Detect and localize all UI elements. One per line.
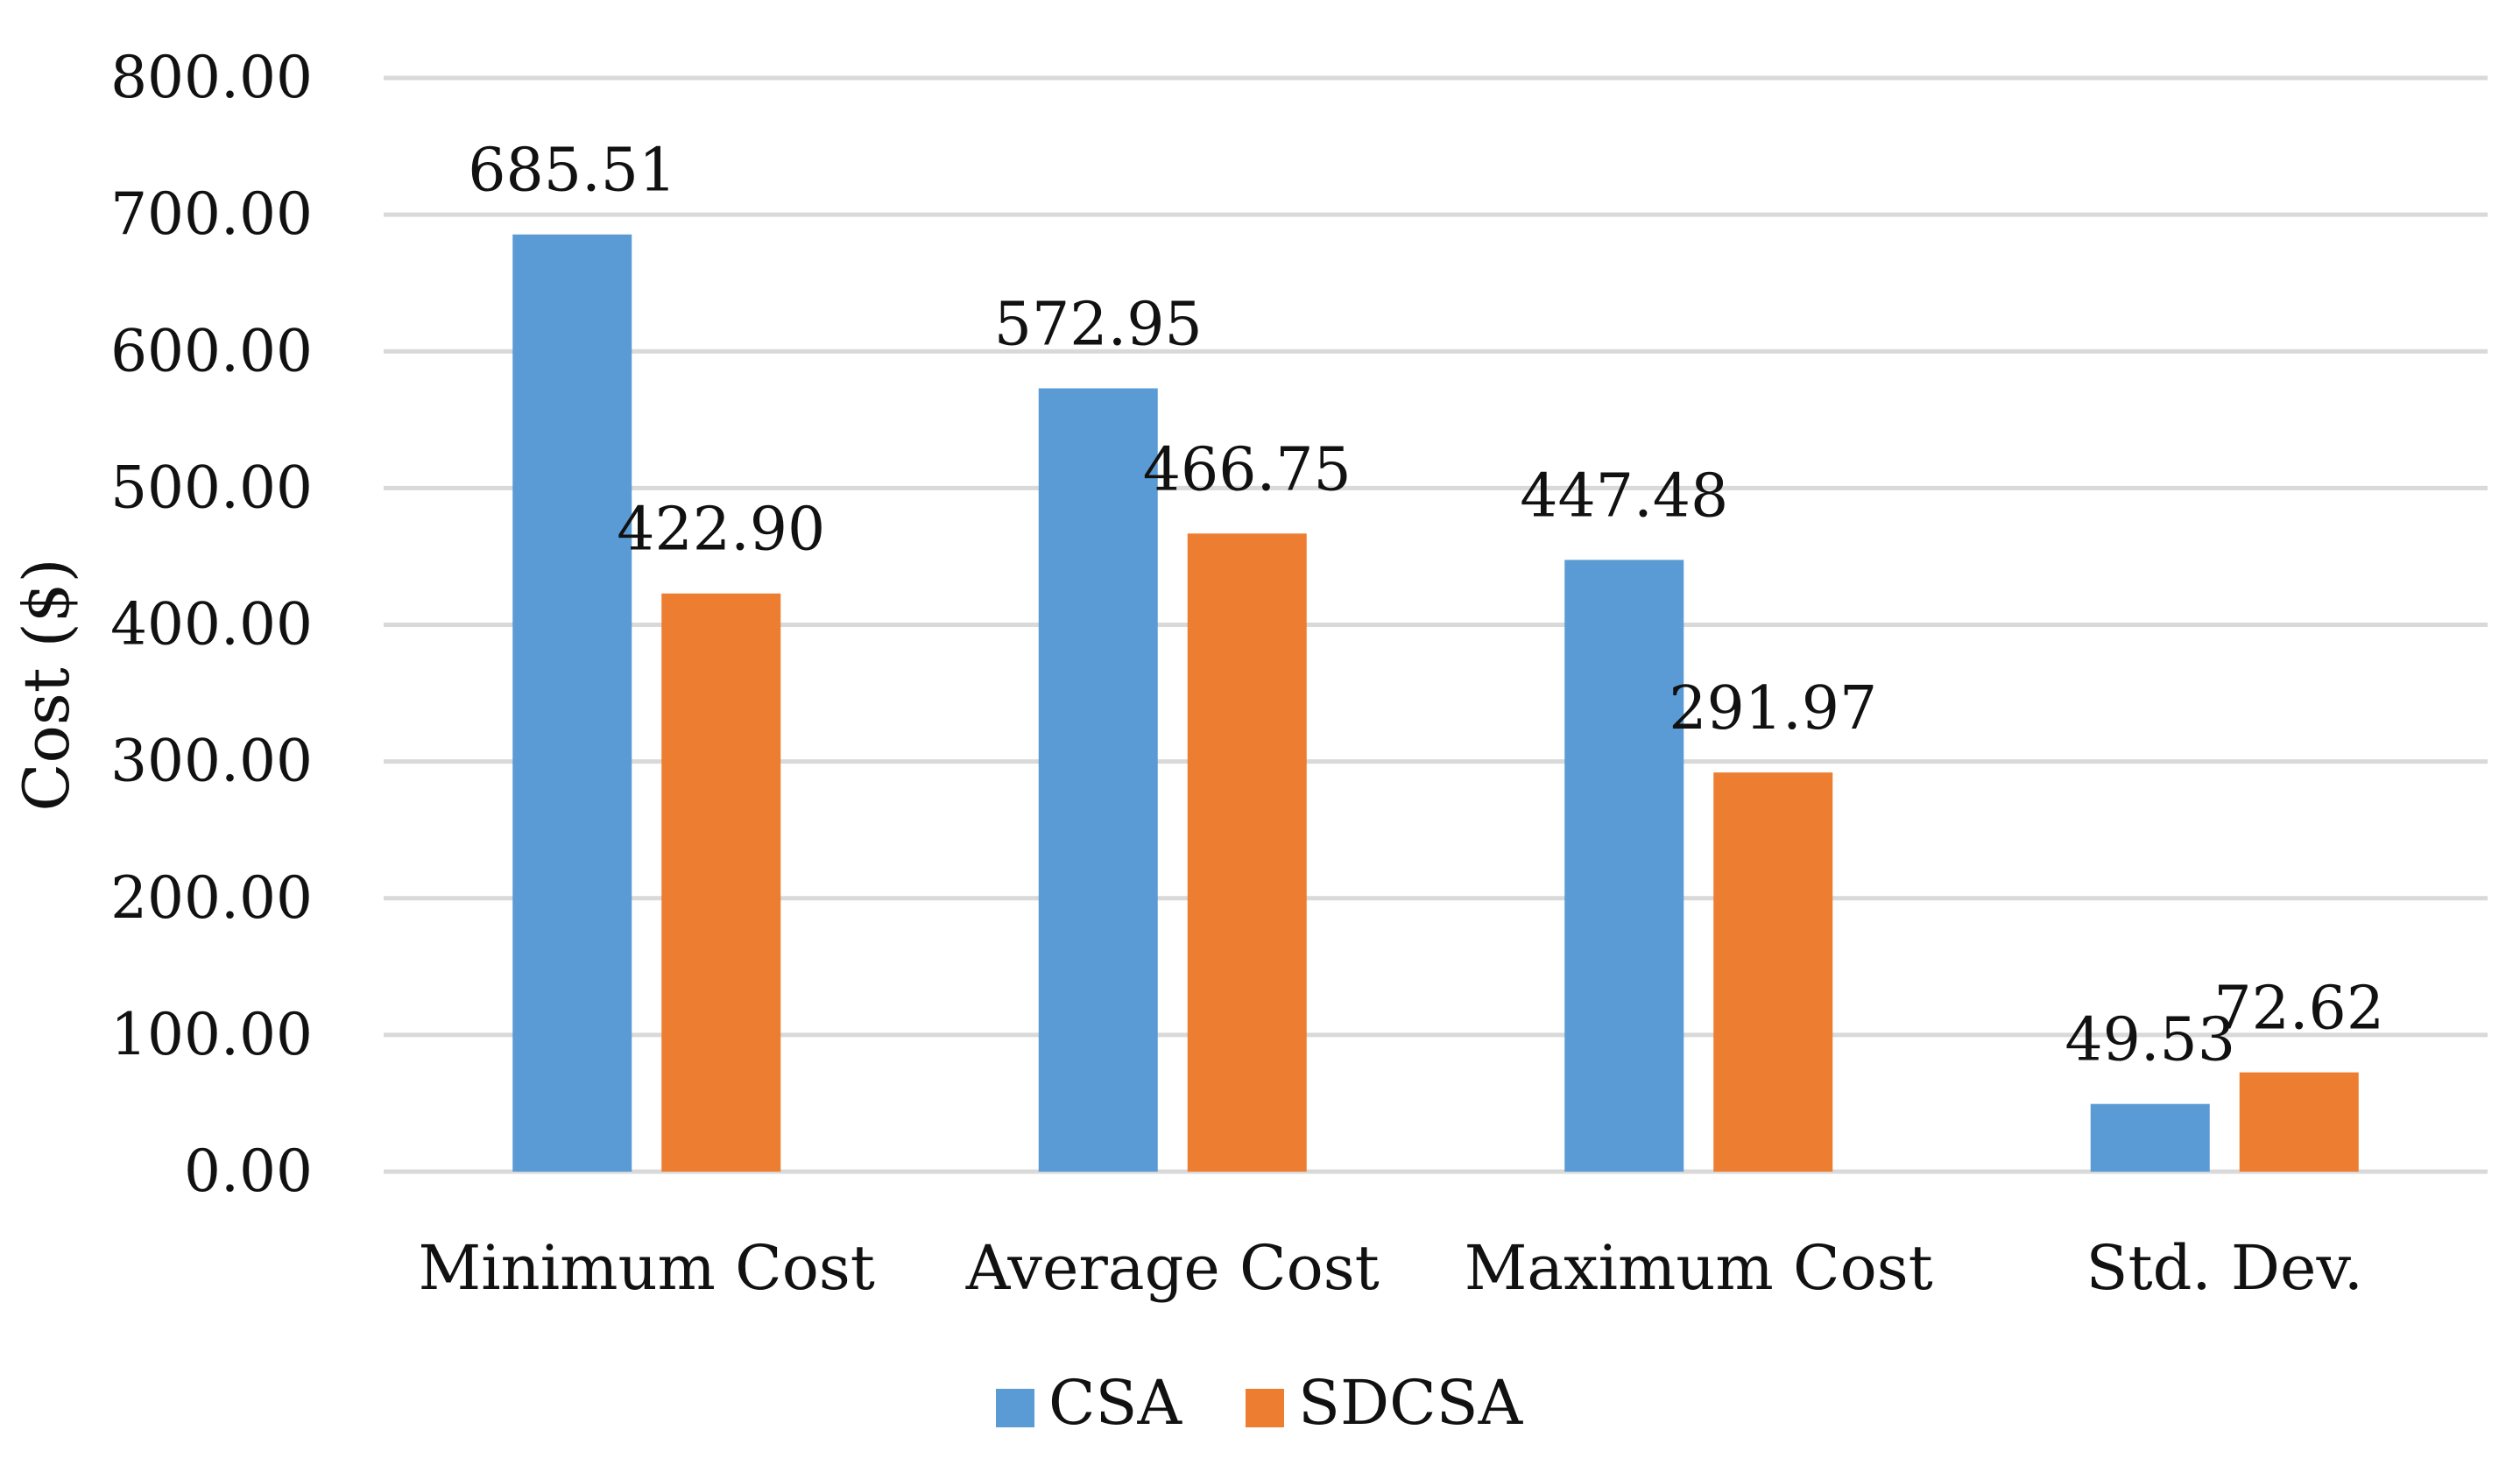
y-tick-label: 800.00 — [110, 44, 313, 111]
bar-sdcsa-3 — [1713, 772, 1833, 1172]
bar-sdcsa-4 — [2239, 1072, 2359, 1172]
category-label: Std. Dev. — [2086, 1232, 2363, 1304]
y-tick-label: 300.00 — [110, 728, 313, 795]
category-label: Maximum Cost — [1465, 1232, 1933, 1304]
data-label-csa-3: 447.48 — [1520, 461, 1728, 531]
data-label-sdcsa-2: 466.75 — [1143, 435, 1352, 504]
legend-swatch-sdcsa — [1246, 1389, 1284, 1427]
bar-sdcsa-1 — [661, 593, 781, 1172]
data-label-csa-4: 49.53 — [2065, 1006, 2235, 1075]
category-label: Minimum Cost — [419, 1232, 875, 1304]
bar-csa-3 — [1564, 560, 1684, 1172]
legend-swatch-csa — [996, 1389, 1034, 1427]
data-label-sdcsa-4: 72.62 — [2213, 975, 2384, 1044]
y-axis-title: Cost ($) — [10, 558, 83, 811]
y-tick-label: 200.00 — [110, 864, 313, 932]
y-tick-label: 100.00 — [110, 1001, 313, 1068]
y-tick-label: 600.00 — [110, 317, 313, 384]
y-axis-ticks: 0.00 100.00 200.00 300.00 400.00 500.00 600.00… — [110, 44, 313, 1205]
data-label-sdcsa-1: 422.90 — [617, 496, 825, 565]
y-tick-label: 400.00 — [110, 591, 313, 659]
bar-csa-2 — [1038, 388, 1158, 1172]
data-label-sdcsa-3: 291.97 — [1669, 674, 1877, 743]
legend-label-csa: CSA — [1048, 1367, 1183, 1439]
legend-label-sdcsa: SDCSA — [1298, 1367, 1524, 1439]
y-tick-label: 0.00 — [184, 1137, 313, 1205]
category-label: Average Cost — [965, 1232, 1380, 1304]
y-tick-label: 500.00 — [110, 454, 313, 521]
data-label-csa-1: 685.51 — [468, 137, 676, 206]
x-axis-categories: Minimum Cost Average Cost Maximum Cost Std.… — [419, 1232, 2363, 1304]
bar-sdcsa-2 — [1187, 533, 1307, 1172]
y-tick-label: 700.00 — [110, 180, 313, 248]
bars — [512, 234, 2359, 1172]
bar-csa-4 — [2090, 1103, 2210, 1172]
data-label-csa-2: 572.95 — [994, 290, 1203, 359]
data-labels: 685.51 422.90 572.95 466.75 447.48 291.97 49.5… — [468, 137, 2384, 1075]
bar-csa-1 — [512, 234, 632, 1172]
legend: CSA SDCSA — [996, 1367, 1524, 1439]
